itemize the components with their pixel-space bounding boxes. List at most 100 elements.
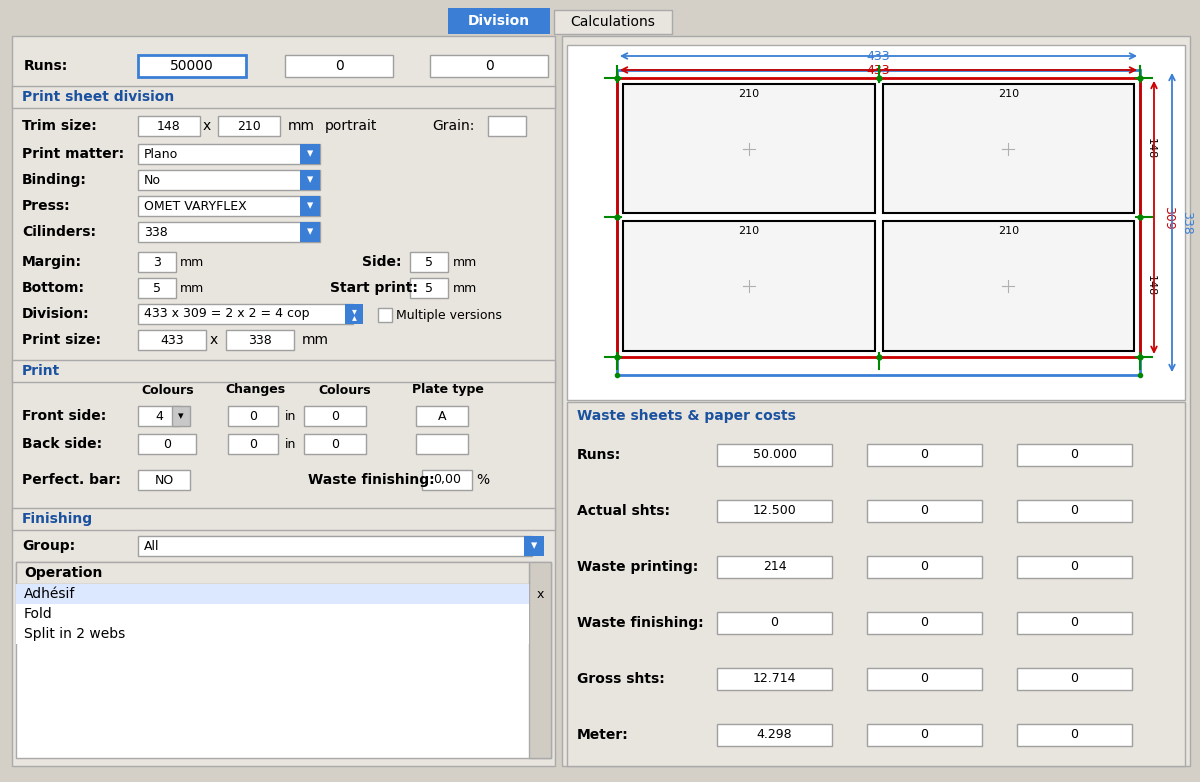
Text: x: x xyxy=(536,589,544,601)
Text: 12.500: 12.500 xyxy=(752,504,797,518)
Bar xyxy=(138,406,180,426)
Bar xyxy=(617,78,1140,357)
Text: Side:: Side: xyxy=(362,255,402,269)
Text: Waste finishing:: Waste finishing: xyxy=(577,616,703,630)
Bar xyxy=(1018,556,1132,578)
Text: Split in 2 webs: Split in 2 webs xyxy=(24,627,125,641)
Bar xyxy=(300,170,320,190)
Bar xyxy=(378,308,392,322)
Text: 0: 0 xyxy=(920,449,929,461)
Text: 0: 0 xyxy=(920,616,929,630)
Text: 0: 0 xyxy=(920,504,929,518)
Bar xyxy=(218,116,280,136)
Text: Print matter:: Print matter: xyxy=(22,147,124,161)
Text: Trim size:: Trim size: xyxy=(22,119,97,133)
Text: Meter:: Meter: xyxy=(577,728,629,742)
Bar xyxy=(16,584,529,604)
Text: Margin:: Margin: xyxy=(22,255,82,269)
Bar xyxy=(866,500,982,522)
Text: ▾: ▾ xyxy=(307,225,313,239)
Bar xyxy=(300,222,320,242)
Text: mm: mm xyxy=(180,282,204,295)
Text: 0: 0 xyxy=(335,59,343,73)
Text: OMET VARYFLEX: OMET VARYFLEX xyxy=(144,199,247,213)
Text: in: in xyxy=(286,437,296,450)
Text: 0,00: 0,00 xyxy=(433,473,461,486)
Text: Colours: Colours xyxy=(142,383,194,396)
Text: 0: 0 xyxy=(770,616,779,630)
Text: Runs:: Runs: xyxy=(577,448,622,462)
Bar xyxy=(422,470,472,490)
Text: NO: NO xyxy=(155,473,174,486)
Text: x: x xyxy=(203,119,211,133)
Text: Grain:: Grain: xyxy=(432,119,474,133)
Text: Runs:: Runs: xyxy=(24,59,68,73)
Bar xyxy=(138,304,353,324)
Text: Colours: Colours xyxy=(319,383,371,396)
Text: 210: 210 xyxy=(738,227,760,236)
Bar xyxy=(228,406,278,426)
Bar xyxy=(410,252,448,272)
Bar xyxy=(138,330,206,350)
Bar xyxy=(410,278,448,298)
Bar xyxy=(138,55,246,77)
Text: 5: 5 xyxy=(154,282,161,295)
Text: Finishing: Finishing xyxy=(22,512,94,526)
Text: ▾: ▾ xyxy=(352,306,356,316)
Bar xyxy=(1018,724,1132,746)
Bar xyxy=(138,144,320,164)
Text: A: A xyxy=(438,410,446,422)
Text: 210: 210 xyxy=(997,89,1019,99)
Text: Start print:: Start print: xyxy=(330,281,418,295)
Text: 0: 0 xyxy=(920,673,929,686)
Text: 433 x 309 = 2 x 2 = 4 cop: 433 x 309 = 2 x 2 = 4 cop xyxy=(144,307,310,321)
Text: Adhésif: Adhésif xyxy=(24,587,76,601)
Text: ▾: ▾ xyxy=(307,199,313,213)
Bar xyxy=(718,556,832,578)
Bar xyxy=(529,562,551,758)
Bar xyxy=(866,444,982,466)
Text: 0: 0 xyxy=(920,561,929,573)
Text: Front side:: Front side: xyxy=(22,409,107,423)
Bar xyxy=(300,196,320,216)
Text: 50.000: 50.000 xyxy=(752,449,797,461)
Text: mm: mm xyxy=(454,256,478,268)
Text: Changes: Changes xyxy=(224,383,286,396)
Bar xyxy=(12,36,554,766)
Bar xyxy=(1018,668,1132,690)
Bar xyxy=(866,668,982,690)
Text: Perfect. bar:: Perfect. bar: xyxy=(22,473,121,487)
Text: 433: 433 xyxy=(160,333,184,346)
Text: Print: Print xyxy=(22,364,60,378)
Text: portrait: portrait xyxy=(325,119,377,133)
Text: 210: 210 xyxy=(738,89,760,99)
Bar xyxy=(430,55,548,77)
Bar xyxy=(226,330,294,350)
Text: Print sheet division: Print sheet division xyxy=(22,90,174,104)
Bar xyxy=(623,221,875,351)
Text: 0: 0 xyxy=(250,437,257,450)
Bar xyxy=(554,10,672,34)
Text: 0: 0 xyxy=(331,410,340,422)
Text: Bottom:: Bottom: xyxy=(22,281,85,295)
Text: Fold: Fold xyxy=(24,607,53,621)
Bar xyxy=(568,45,1186,400)
Text: Back side:: Back side: xyxy=(22,437,102,451)
Text: 214: 214 xyxy=(763,561,786,573)
Text: Print size:: Print size: xyxy=(22,333,101,347)
Text: 50000: 50000 xyxy=(170,59,214,73)
Text: 0: 0 xyxy=(1070,729,1079,741)
Text: 338: 338 xyxy=(248,333,272,346)
Text: mm: mm xyxy=(180,256,204,268)
Bar xyxy=(304,406,366,426)
Text: 0: 0 xyxy=(1070,673,1079,686)
Text: ▾: ▾ xyxy=(307,174,313,186)
Bar xyxy=(568,402,1186,766)
Bar xyxy=(138,536,532,556)
Bar xyxy=(138,222,320,242)
Text: 0: 0 xyxy=(1070,504,1079,518)
Bar xyxy=(304,434,366,454)
Bar xyxy=(12,508,554,530)
Text: in: in xyxy=(286,410,296,422)
Text: Waste finishing:: Waste finishing: xyxy=(308,473,434,487)
